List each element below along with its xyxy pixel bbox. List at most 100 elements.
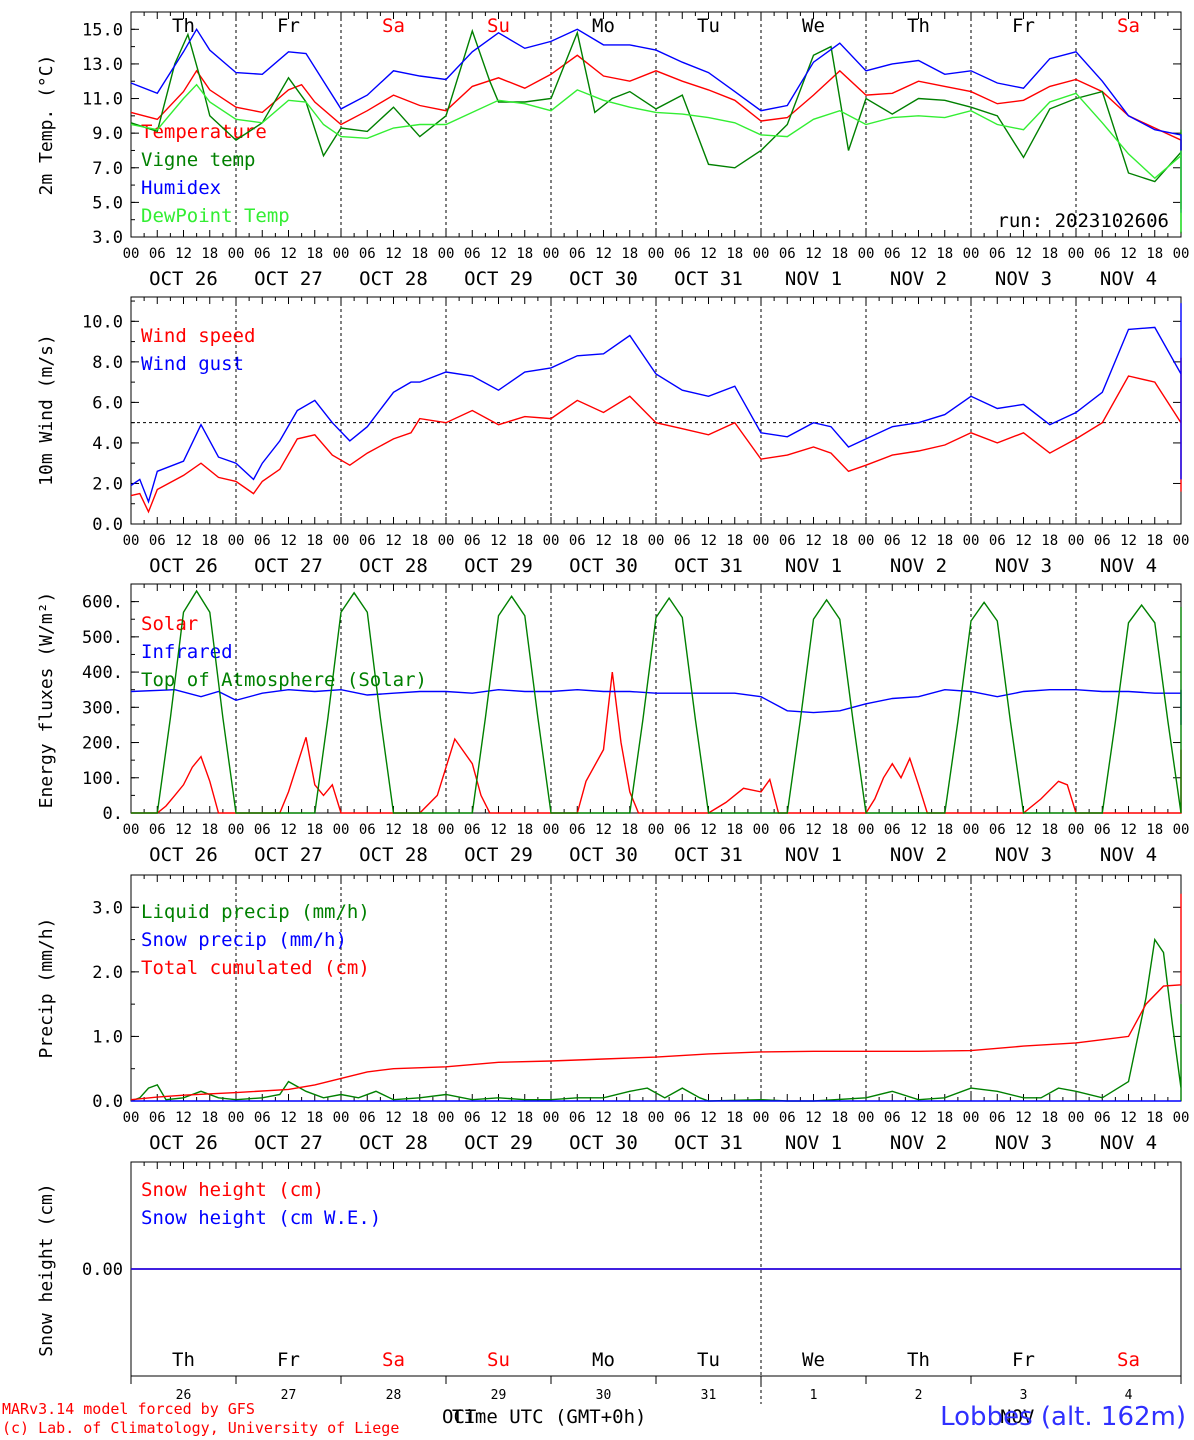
day-of-week-label: Fr: [277, 15, 300, 37]
panel2-hour-label: 00: [1173, 533, 1190, 549]
panel3-date-label: OCT 31: [674, 844, 743, 866]
panel1-hour-label: 18: [726, 246, 743, 262]
panel2-series-line: [130, 357, 1182, 514]
panel2-hour-label: 00: [438, 533, 455, 549]
panel3-ytick-label: 400.: [82, 663, 123, 683]
panel4-hour-label: 12: [1015, 1110, 1032, 1126]
panel2-hour-label: 18: [306, 533, 323, 549]
panel3-hour-label: 00: [123, 822, 140, 838]
bottom-day-number: 3: [1020, 1388, 1028, 1403]
panel2-hour-label: 12: [175, 533, 192, 549]
panel1-hour-label: 06: [569, 246, 586, 262]
panel4-hour-label: 06: [149, 1110, 166, 1126]
panel4-hour-label: 00: [228, 1110, 245, 1126]
panel2-date-label: NOV 3: [995, 555, 1052, 577]
day-of-week-label: We: [802, 15, 825, 37]
panel3-ytick-label: 500.: [82, 628, 123, 648]
panel2-ytick-label: 8.0: [92, 353, 123, 373]
bottom-day-number: 28: [386, 1388, 402, 1403]
panel2-hour-label: 18: [1041, 533, 1058, 549]
panel1-hour-label: 06: [884, 246, 901, 262]
panel2-hour-label: 18: [936, 533, 953, 549]
panel2-date-label: OCT 28: [359, 555, 428, 577]
panel4-date-label: OCT 26: [149, 1132, 218, 1154]
panel3-hour-label: 06: [884, 822, 901, 838]
panel2-ytick-label: 4.0: [92, 434, 123, 454]
lab-credit: (c) Lab. of Climatology, University of L…: [2, 1419, 400, 1437]
panel1-legend-entry: Temperature: [141, 121, 267, 143]
panel3-hour-label: 12: [910, 822, 927, 838]
panel3-hour-label: 06: [464, 822, 481, 838]
bottom-day-of-week: Tu: [697, 1349, 720, 1371]
day-of-week-label: Mo: [592, 15, 615, 37]
panel1-hour-label: 12: [385, 246, 402, 262]
panel1-ylabel: 2m Temp. (°C): [36, 55, 57, 196]
panel1-hour-label: 12: [700, 246, 717, 262]
panel1-hour-label: 06: [989, 246, 1006, 262]
panel3-date-label: OCT 26: [149, 844, 218, 866]
panel2-hour-label: 00: [333, 533, 350, 549]
panel3-hour-label: 00: [543, 822, 560, 838]
panel1-hour-label: 00: [333, 246, 350, 262]
panel4-hour-label: 18: [516, 1110, 533, 1126]
panel2-hour-label: 18: [831, 533, 848, 549]
panel2-legend-entry: Wind speed: [141, 325, 255, 347]
day-of-week-label: Su: [487, 15, 510, 37]
day-of-week-label: Fr: [1012, 15, 1035, 37]
panel4-hour-label: 12: [490, 1110, 507, 1126]
panel1-date-label: OCT 30: [569, 268, 638, 290]
panel2-hour-label: 12: [1015, 533, 1032, 549]
panel4-ytick-label: 0.0: [92, 1092, 123, 1112]
panel3-date-label: NOV 4: [1100, 844, 1157, 866]
panel2-hour-label: 00: [228, 533, 245, 549]
panel2-hour-label: 18: [411, 533, 428, 549]
panel3-hour-label: 12: [1120, 822, 1137, 838]
panel3-legend-entry: Top of Atmosphere (Solar): [141, 669, 427, 691]
panel1-date-label: OCT 28: [359, 268, 428, 290]
panel4-hour-label: 18: [411, 1110, 428, 1126]
panel3-ytick-label: 300.: [82, 698, 123, 718]
panel3-hour-label: 18: [621, 822, 638, 838]
panel3-date-label: OCT 28: [359, 844, 428, 866]
panel3-hour-label: 06: [254, 822, 271, 838]
panel4-hour-label: 06: [569, 1110, 586, 1126]
panel1-ytick-label: 15.0: [82, 20, 123, 40]
model-credit: MARv3.14 model forced by GFS: [2, 1400, 255, 1418]
panel1-hour-label: 12: [595, 246, 612, 262]
panel3-hour-label: 12: [595, 822, 612, 838]
panel4-hour-label: 18: [1146, 1110, 1163, 1126]
panel3-hour-label: 00: [1173, 822, 1190, 838]
panel2-ytick-label: 0.0: [92, 515, 123, 535]
panel3-ylabel: Energy fluxes (W/m²): [36, 592, 57, 809]
panel2-date-label: NOV 1: [785, 555, 842, 577]
panel3-hour-label: 18: [831, 822, 848, 838]
panel2-date-label: OCT 30: [569, 555, 638, 577]
panel4-ytick-label: 3.0: [92, 898, 123, 918]
panel4-hour-label: 12: [1120, 1110, 1137, 1126]
panel4-hour-label: 18: [621, 1110, 638, 1126]
panel1-hour-label: 06: [149, 246, 166, 262]
panel5-ytick-label: 0.00: [82, 1260, 123, 1280]
panel4-hour-label: 00: [438, 1110, 455, 1126]
panel1-hour-label: 00: [1068, 246, 1085, 262]
panel3-hour-label: 00: [648, 822, 665, 838]
panel1-hour-label: 00: [1173, 246, 1190, 262]
month-label-oct: OCT: [442, 1406, 476, 1428]
panel2-hour-label: 12: [385, 533, 402, 549]
day-of-week-label: Sa: [382, 15, 405, 37]
panel3-ytick-label: 200.: [82, 734, 123, 754]
panel3-hour-label: 00: [438, 822, 455, 838]
bottom-day-of-week: Th: [172, 1349, 195, 1371]
panel2-ytick-label: 10.0: [82, 312, 123, 332]
panel1-series-line: [130, 83, 1182, 232]
panel4-hour-label: 00: [1068, 1110, 1085, 1126]
bottom-day-number: 1: [810, 1388, 818, 1403]
panel3-hour-label: 06: [674, 822, 691, 838]
panel3-ytick-label: 100.: [82, 769, 123, 789]
panel4-ytick-label: 2.0: [92, 963, 123, 983]
panel2-hour-label: 06: [1094, 533, 1111, 549]
panel2-hour-label: 00: [543, 533, 560, 549]
panel4-hour-label: 12: [910, 1110, 927, 1126]
panel1-hour-label: 00: [753, 246, 770, 262]
